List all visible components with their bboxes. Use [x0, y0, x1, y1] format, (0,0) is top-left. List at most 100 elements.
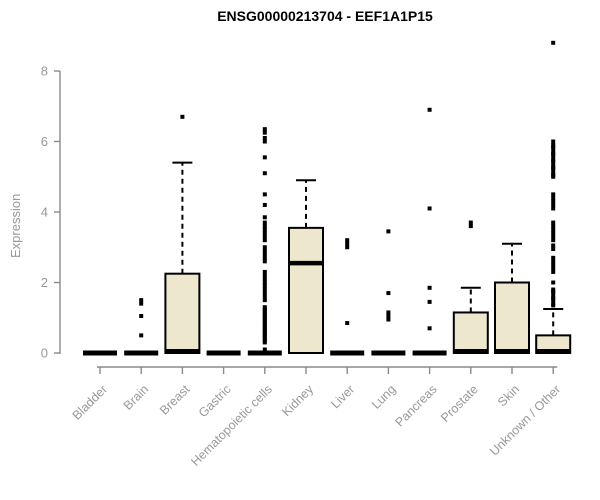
iqr-box [288, 226, 324, 354]
boxplot-breast [164, 114, 201, 354]
outlier-point [468, 224, 473, 229]
iqr-box [164, 272, 201, 354]
outlier-point [180, 114, 185, 119]
boxplot-gastric [206, 350, 241, 356]
outlier-point [551, 227, 556, 232]
outlier-point [551, 266, 556, 271]
outlier-point [551, 234, 556, 239]
outlier-point [262, 291, 267, 296]
outlier-point [262, 130, 267, 135]
outlier-point [551, 243, 556, 248]
outlier-point [427, 299, 432, 304]
iqr-box [494, 281, 530, 354]
outlier-point [551, 174, 556, 179]
outlier-point [262, 192, 267, 197]
outlier-point [345, 241, 350, 246]
outlier-point [262, 155, 267, 160]
boxplot-hematopoietic-cells [247, 127, 282, 356]
outlier-point [551, 238, 556, 243]
outlier-point [262, 248, 267, 253]
boxplot-liver [330, 238, 365, 356]
outlier-point [551, 298, 556, 303]
boxplot-bladder [83, 350, 117, 356]
y-tick-label: 4 [41, 205, 48, 220]
outlier-point [262, 255, 267, 260]
y-tick-label: 2 [41, 275, 48, 290]
category-label-kidney: Kidney [279, 382, 316, 419]
category-label-prostate: Prostate [438, 382, 481, 425]
outlier-point [262, 224, 267, 229]
outlier-point [262, 340, 267, 345]
category-label-lung: Lung [369, 382, 399, 412]
outlier-point [345, 245, 350, 250]
outlier-point [386, 317, 391, 322]
outlier-point [551, 195, 556, 200]
collapsed-box [330, 350, 365, 356]
outlier-point [551, 139, 556, 144]
boxplot-skin [494, 242, 530, 354]
category-label-hematopoietic-cells: Hematopoietic cells [188, 382, 275, 469]
boxplot-prostate [452, 220, 489, 354]
outlier-point [262, 202, 267, 207]
outlier-point [551, 280, 556, 285]
outlier-point [139, 313, 144, 318]
outlier-point [262, 287, 267, 292]
outlier-point [262, 276, 267, 281]
outlier-point [551, 153, 556, 158]
category-label-skin: Skin [495, 382, 522, 409]
outlier-point [386, 313, 391, 318]
outlier-point [386, 291, 391, 296]
category-label-brain: Brain [121, 382, 152, 413]
outlier-point [262, 231, 267, 236]
outlier-point [262, 269, 267, 274]
outlier-point [551, 255, 556, 260]
outlier-point [427, 326, 432, 331]
outlier-point [551, 40, 556, 45]
outlier-point [427, 107, 432, 112]
boxplot-lung [371, 229, 406, 356]
category-label-unknown-other: Unknown / Other [487, 382, 563, 458]
outlier-point [345, 238, 350, 243]
category-label-gastric: Gastric [196, 382, 234, 420]
outlier-point [427, 206, 432, 211]
iqr-box [452, 311, 489, 354]
chart-title: ENSG00000213704 - EEF1A1P15 [217, 8, 433, 24]
y-tick-label: 8 [41, 64, 48, 79]
boxplot-unknown-other [535, 40, 572, 354]
outlier-point [139, 333, 144, 338]
outlier-point [262, 238, 267, 243]
outlier-point [551, 220, 556, 225]
collapsed-box [83, 350, 117, 356]
outlier-point [262, 245, 267, 250]
collapsed-box [371, 350, 406, 356]
category-label-liver: Liver [328, 382, 357, 411]
outlier-point [139, 301, 144, 306]
y-axis: 0 2 4 6 8 [41, 64, 61, 361]
outlier-point [262, 294, 267, 299]
outlier-point [551, 269, 556, 274]
outlier-point [262, 298, 267, 303]
y-tick-label: 6 [41, 134, 48, 149]
boxplot-kidney [288, 179, 324, 354]
outlier-point [262, 234, 267, 239]
collapsed-box [412, 350, 447, 356]
category-label-bladder: Bladder [70, 382, 110, 422]
outlier-point [551, 206, 556, 211]
outlier-point [262, 259, 267, 264]
outlier-point [262, 220, 267, 225]
outlier-point [551, 247, 556, 252]
category-label-pancreas: Pancreas [392, 382, 439, 429]
outlier-point [262, 347, 267, 352]
outlier-point [262, 284, 267, 289]
outlier-point [386, 229, 391, 234]
outlier-point [427, 285, 432, 290]
outlier-point [139, 298, 144, 303]
outlier-point [551, 167, 556, 172]
outlier-point [262, 127, 267, 132]
outlier-point [551, 146, 556, 151]
outlier-point [551, 224, 556, 229]
outlier-point [551, 231, 556, 236]
outlier-point [551, 192, 556, 197]
